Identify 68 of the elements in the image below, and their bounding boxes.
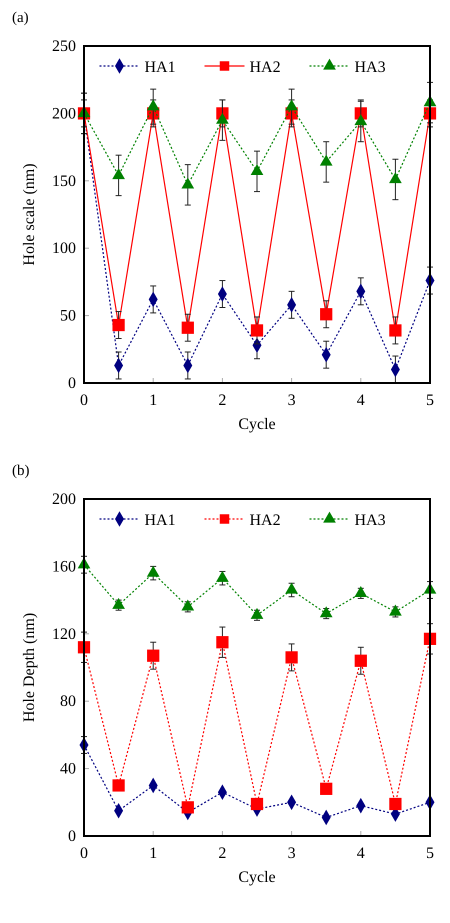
x-tick-label: 2 xyxy=(218,392,226,409)
x-tick-label: 3 xyxy=(288,845,296,862)
x-tick-label: 5 xyxy=(426,845,434,862)
legend-label: HA1 xyxy=(144,512,176,529)
point xyxy=(112,598,125,609)
x-tick-label: 4 xyxy=(356,845,365,862)
y-axis-title: Hole scale (nm) xyxy=(21,163,38,266)
point xyxy=(182,322,194,334)
point xyxy=(389,172,402,184)
y-axis-title: Hole Depth (nm) xyxy=(21,612,38,722)
point xyxy=(250,164,264,176)
legend-label: HA2 xyxy=(250,512,281,529)
point xyxy=(181,600,194,611)
point xyxy=(320,308,332,320)
point xyxy=(354,586,368,598)
point xyxy=(216,636,229,648)
point xyxy=(354,654,367,667)
x-tick-label: 1 xyxy=(149,392,158,409)
point xyxy=(112,318,125,332)
y-tick-label: 80 xyxy=(60,693,76,710)
x-axis-title: Cycle xyxy=(238,416,276,433)
legend-label: HA1 xyxy=(144,59,176,76)
point xyxy=(285,99,298,110)
point xyxy=(250,324,264,337)
x-tick-label: 0 xyxy=(80,392,88,409)
point xyxy=(250,798,264,810)
point xyxy=(250,608,264,619)
point xyxy=(112,168,125,180)
y-tick-label: 0 xyxy=(68,375,76,392)
text: (a) xyxy=(12,10,29,26)
point xyxy=(285,651,298,664)
point xyxy=(216,570,229,582)
point xyxy=(146,566,160,577)
point xyxy=(320,782,332,795)
point xyxy=(389,604,402,616)
point xyxy=(147,650,160,662)
x-axis-title: Cycle xyxy=(238,869,276,886)
y-tick-label: 50 xyxy=(60,308,76,325)
text: (b) xyxy=(12,463,30,479)
x-tick-label: 3 xyxy=(288,392,296,409)
y-tick-label: 100 xyxy=(52,240,76,258)
y-tick-label: 200 xyxy=(52,105,76,122)
y-tick-label: 40 xyxy=(60,760,76,778)
legend-label: HA3 xyxy=(354,59,386,76)
point xyxy=(320,606,333,618)
x-tick-label: 4 xyxy=(356,392,365,409)
point xyxy=(181,178,194,189)
x-tick-label: 1 xyxy=(149,845,158,862)
point xyxy=(182,801,194,814)
y-tick-label: 120 xyxy=(52,626,76,643)
point xyxy=(354,114,368,126)
point xyxy=(389,798,402,810)
x-tick-label: 5 xyxy=(426,392,434,409)
point xyxy=(389,324,402,337)
y-tick-label: 160 xyxy=(52,558,76,576)
point xyxy=(146,99,160,110)
y-tick-label: 0 xyxy=(68,828,76,845)
legend-label: HA3 xyxy=(354,512,386,529)
x-tick-label: 0 xyxy=(80,845,88,862)
point xyxy=(216,112,229,124)
y-tick-label: 250 xyxy=(52,38,76,55)
point xyxy=(112,779,125,792)
legend-label: HA2 xyxy=(250,59,281,76)
x-tick-label: 2 xyxy=(218,845,226,862)
y-tick-label: 150 xyxy=(52,172,76,190)
point xyxy=(285,582,298,594)
point xyxy=(320,154,333,166)
y-tick-label: 200 xyxy=(52,491,76,508)
